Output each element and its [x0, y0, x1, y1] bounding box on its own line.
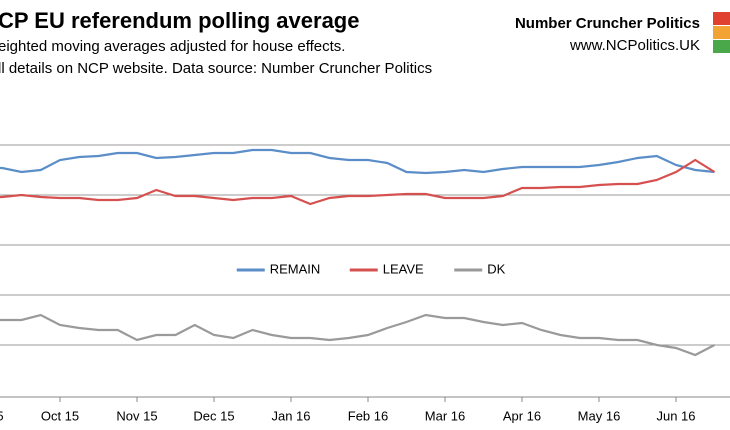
- chart-subtitle: eighted moving averages adjusted for hou…: [0, 38, 345, 55]
- x-tick-label: Sep 15: [0, 408, 4, 423]
- x-tick-label: Dec 15: [193, 408, 234, 423]
- legend-label: LEAVE: [383, 261, 424, 276]
- logo-block: [713, 40, 730, 53]
- x-tick-label: Mar 16: [425, 408, 465, 423]
- line-series: [0, 148, 715, 175]
- brand: Number Cruncher Politics: [515, 15, 700, 32]
- x-tick-label: Oct 15: [41, 408, 79, 423]
- logo-block: [713, 12, 730, 25]
- x-tick-label: May 16: [578, 408, 621, 423]
- x-tick-label: Jan 16: [271, 408, 310, 423]
- x-tick-label: Feb 16: [348, 408, 388, 423]
- chart-title: CP EU referendum polling average: [0, 8, 359, 33]
- website: www.NCPolitics.UK: [569, 37, 700, 54]
- line-series: [0, 158, 716, 206]
- x-tick-label: Jun 16: [656, 408, 695, 423]
- legend-label: DK: [487, 261, 505, 276]
- logo-block: [713, 26, 730, 39]
- chart-note: ll details on NCP website. Data source: …: [0, 60, 432, 77]
- legend-label: REMAIN: [270, 261, 321, 276]
- x-tick-label: Apr 16: [503, 408, 541, 423]
- line-series: [0, 313, 716, 357]
- x-tick-label: Nov 15: [116, 408, 157, 423]
